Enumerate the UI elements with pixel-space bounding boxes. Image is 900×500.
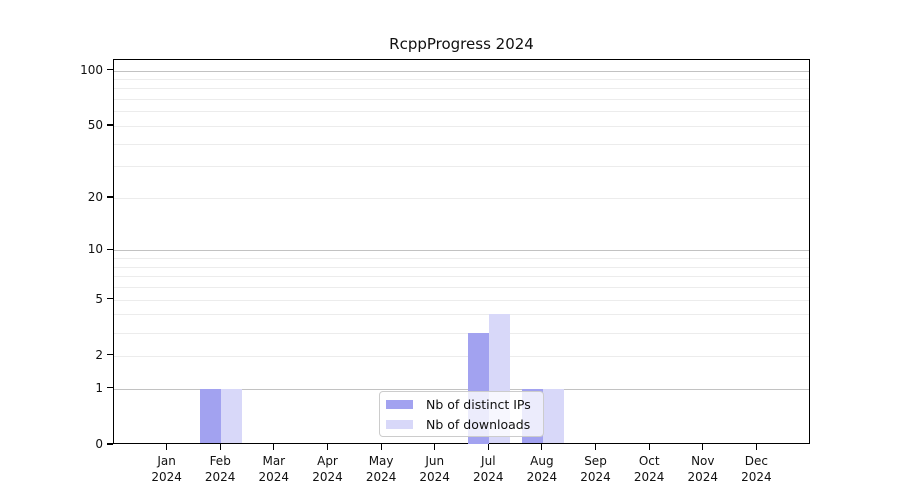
x-tick-label-aug: Aug 2024 bbox=[526, 454, 558, 484]
y-tick-label: 1 bbox=[95, 380, 103, 395]
plot-area bbox=[113, 59, 810, 444]
y-tick-mark bbox=[107, 248, 113, 250]
bar-feb-distinct-ips bbox=[200, 388, 222, 444]
gridline-minor bbox=[114, 332, 809, 334]
y-tick-mark bbox=[107, 354, 113, 356]
gridline-minor bbox=[114, 166, 809, 168]
y-tick-label: 100 bbox=[80, 62, 103, 77]
gridline-minor bbox=[114, 111, 809, 113]
x-tick-label-nov: Nov 2024 bbox=[687, 454, 719, 484]
x-tick-label-oct: Oct 2024 bbox=[633, 454, 665, 484]
gridline-minor bbox=[114, 276, 809, 278]
x-tick-mark bbox=[487, 444, 489, 450]
y-tick-mark bbox=[107, 298, 113, 300]
legend-swatch-downloads bbox=[386, 419, 413, 429]
x-tick-mark bbox=[648, 444, 650, 450]
x-tick-label-dec: Dec 2024 bbox=[741, 454, 772, 484]
gridline-major bbox=[114, 70, 809, 72]
legend-row-distinct-ips: Nb of distinct IPs bbox=[386, 397, 543, 412]
bar-aug-downloads bbox=[542, 388, 564, 444]
x-tick-mark bbox=[273, 444, 275, 450]
x-tick-label-jan: Jan 2024 bbox=[151, 454, 182, 484]
y-tick-mark bbox=[107, 196, 113, 198]
x-tick-mark bbox=[166, 444, 168, 450]
gridline-minor bbox=[114, 299, 809, 301]
x-tick-mark bbox=[702, 444, 704, 450]
gridline-major bbox=[114, 250, 809, 252]
y-tick-mark bbox=[107, 387, 113, 389]
x-tick-mark bbox=[219, 444, 221, 450]
gridline-minor bbox=[114, 198, 809, 199]
gridline-minor bbox=[114, 355, 809, 357]
x-tick-label-jul: Jul 2024 bbox=[473, 454, 504, 484]
x-tick-mark bbox=[594, 444, 597, 450]
x-tick-label-feb: Feb 2024 bbox=[204, 454, 236, 484]
x-tick-label-may: May 2024 bbox=[365, 454, 397, 484]
gridline-minor bbox=[114, 126, 809, 127]
gridline-minor bbox=[114, 88, 809, 90]
legend: Nb of distinct IPs Nb of downloads bbox=[379, 391, 544, 437]
x-tick-label-apr: Apr 2024 bbox=[312, 454, 343, 484]
x-tick-mark bbox=[380, 444, 382, 450]
gridline-minor bbox=[114, 99, 809, 101]
bar-feb-downloads bbox=[221, 388, 243, 444]
legend-label-distinct-ips: Nb of distinct IPs bbox=[426, 396, 531, 412]
gridline-minor bbox=[114, 79, 809, 80]
legend-row-downloads: Nb of downloads bbox=[386, 417, 543, 432]
legend-label-downloads: Nb of downloads bbox=[426, 416, 531, 432]
x-tick-mark bbox=[541, 444, 543, 450]
x-tick-label-mar: Mar 2024 bbox=[258, 454, 290, 484]
y-tick-label: 2 bbox=[95, 347, 103, 362]
y-tick-label: 50 bbox=[87, 118, 103, 132]
y-tick-label: 20 bbox=[87, 190, 103, 204]
gridline-minor bbox=[114, 266, 809, 268]
y-tick-label: 0 bbox=[95, 437, 103, 451]
chart-title: RcppProgress 2024 bbox=[389, 35, 534, 53]
y-tick-label: 5 bbox=[95, 291, 103, 306]
x-tick-mark bbox=[434, 444, 436, 450]
y-tick-mark bbox=[107, 443, 113, 445]
gridline-major bbox=[114, 388, 809, 390]
gridline-minor bbox=[114, 287, 809, 289]
y-tick-mark bbox=[107, 68, 113, 71]
gridline-minor bbox=[114, 314, 809, 316]
x-tick-label-jun: Jun 2024 bbox=[419, 454, 450, 484]
x-tick-mark bbox=[326, 444, 329, 450]
x-tick-mark bbox=[755, 444, 757, 450]
legend-swatch-distinct-ips bbox=[386, 399, 413, 409]
gridline-minor bbox=[114, 143, 809, 145]
x-tick-label-sep: Sep 2024 bbox=[580, 454, 611, 484]
y-tick-mark bbox=[107, 124, 113, 126]
y-tick-label: 10 bbox=[87, 242, 103, 257]
gridline-minor bbox=[114, 258, 809, 260]
